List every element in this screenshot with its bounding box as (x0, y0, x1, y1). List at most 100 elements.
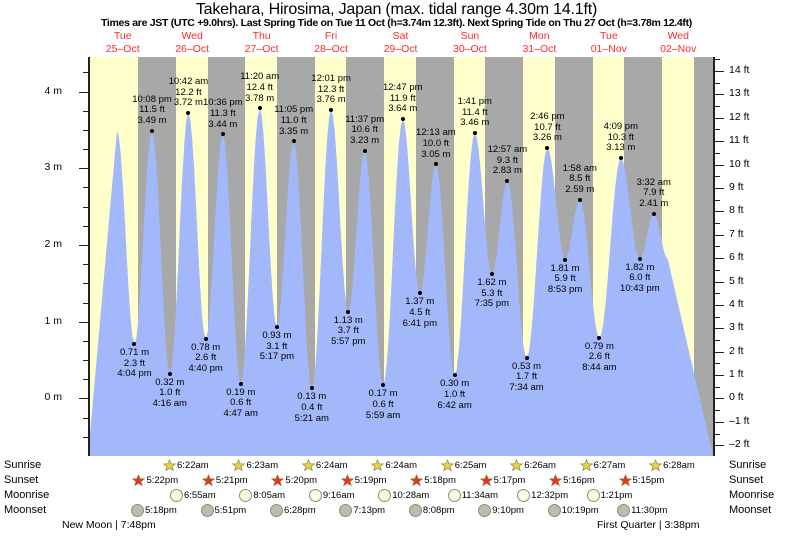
astro-event: 5:21pm (201, 474, 248, 488)
astro-event-time: 6:26am (524, 460, 556, 471)
tide-annotation-high: 11:37 pm 10.6 ft 3.23 m (337, 114, 393, 147)
tide-marker (291, 139, 296, 144)
tide-ann-line-1: 12.3 ft (317, 83, 345, 95)
tide-ann-line-1: 10.7 ft (534, 121, 561, 133)
day-dow: Sun (460, 30, 480, 42)
chart-subtitle: Times are JST (UTC +9.0hrs). Last Spring… (100, 17, 693, 29)
moon-phase-row: New Moon | 7:48pm First Quarter | 3:38pm (0, 519, 793, 539)
tide-ann-line-0: 10:36 pm (203, 97, 243, 109)
tide-marker (150, 128, 155, 133)
axis-tick-minor (715, 293, 720, 295)
tide-ann-line-2: 8:44 am (582, 362, 617, 374)
day-date: 25–Oct (105, 42, 140, 55)
astro-event: 1:21pm (586, 489, 632, 503)
day-dow: Tue (599, 30, 618, 42)
tide-ann-line-1: 2.6 ft (588, 351, 610, 363)
tide-ann-line-2: 3.23 m (350, 134, 380, 146)
tide-ann-line-0: 1.13 m (333, 314, 363, 326)
axis-tick (715, 351, 724, 353)
astro-event: 5:18pm (410, 474, 456, 488)
left-axis-tick-label: 1 m (44, 314, 62, 327)
astro-event-time: 5:20pm (285, 475, 318, 486)
astro-event: 5:18pm (131, 504, 177, 518)
tide-ann-line-2: 2.59 m (565, 183, 595, 195)
day-label-row: Tue 25–Oct Wed 26–Oct Thu 27–Oct Fri 28–Oct Sat 2… (88, 30, 713, 56)
tide-annotation-low: 0.79 m 2.6 ft 8:44 am (571, 341, 627, 374)
tide-ann-line-1: 5.3 ft (481, 287, 503, 299)
tide-marker (329, 107, 334, 112)
tide-ann-line-2: 3.05 m (421, 148, 451, 160)
tide-ann-line-1: 1.0 ft (444, 389, 466, 401)
tide-marker (400, 117, 405, 122)
right-axis-tick-label: 2 ft (729, 344, 744, 357)
astro-event: 6:24am (301, 459, 348, 473)
astro-event-time: 7:13pm (353, 505, 386, 516)
astro-event-time: 5:51pm (214, 505, 247, 516)
tide-ann-line-2: 4:47 am (223, 408, 258, 420)
day-dow: Mon (529, 30, 550, 42)
axis-tick-minor (715, 316, 720, 318)
right-axis-tick-label: 0 ft (729, 391, 744, 404)
tide-ann-line-0: 0.32 m (155, 376, 185, 388)
tide-marker (274, 325, 279, 330)
right-axis-tick-label: 13 ft (729, 87, 750, 100)
tide-ann-line-0: 11:05 pm (274, 104, 314, 116)
astro-event-time: 10:28am (392, 490, 430, 501)
night-band-8 (693, 57, 713, 456)
astro-event: 6:27am (579, 459, 625, 473)
right-axis-tick-label: –2 ft (729, 438, 750, 451)
day-date: 27–Oct (244, 42, 279, 55)
tide-ann-line-2: 3.78 m (245, 92, 275, 104)
astro-row-label-right-moonrise: Moonrise (729, 489, 775, 501)
tide-marker (220, 132, 225, 137)
tide-annotation-low: 0.93 m 3.1 ft 5:17 pm (249, 330, 305, 363)
tide-marker (167, 371, 172, 376)
tide-annotation-low: 0.13 m 0.4 ft 5:21 am (284, 392, 340, 424)
tide-chart-plot: 0.71 m 2.3 ft 4:04 pm 10:08 pm 11.5 ft 3.49 m… (88, 57, 713, 456)
tide-ann-line-2: 8:53 pm (547, 283, 583, 295)
axis-tick (83, 417, 88, 419)
tide-annotation-low: 1.81 m 5.9 ft 8:53 pm (537, 263, 593, 296)
tide-marker (472, 130, 477, 135)
axis-tick (79, 244, 88, 246)
tide-annotation-high: 12:57 am 9.3 ft 2.83 m (479, 145, 535, 177)
moon-phase-0: New Moon | 7:48pm (62, 519, 156, 531)
tide-ann-line-2: 3.26 m (532, 132, 562, 144)
tide-ann-line-2: 3.72 m (173, 97, 203, 109)
left-axis (79, 57, 90, 456)
tide-marker (577, 197, 582, 202)
tide-ann-line-1: 10.3 ft (607, 131, 635, 143)
tide-marker (417, 291, 422, 296)
astro-row-label-moonrise: Moonrise (4, 489, 50, 501)
day-dow: Tue (113, 30, 132, 42)
tide-ann-line-0: 2:46 pm (530, 111, 565, 123)
tide-ann-line-1: 2.6 ft (195, 352, 217, 364)
tide-ann-line-2: 2.83 m (492, 165, 522, 177)
left-axis-tick-label: 3 m (44, 161, 62, 174)
axis-tick-minor (715, 386, 720, 388)
tide-ann-line-1: 11.3 ft (209, 108, 236, 120)
day-label-3: Fri 28–Oct (286, 30, 376, 55)
day-date: 26–Oct (175, 42, 210, 55)
tide-ann-line-0: 0.17 m (368, 388, 398, 400)
tide-ann-line-0: 12:57 am (487, 144, 528, 156)
tide-ann-line-0: 0.13 m (297, 391, 327, 403)
tide-marker (489, 272, 494, 277)
tide-ann-line-2: 3.35 m (279, 125, 309, 137)
tide-marker (545, 146, 550, 151)
tide-ann-line-0: 4:09 pm (603, 121, 638, 133)
astro-event-time: 8:05am (253, 490, 286, 501)
tide-ann-line-0: 10:08 pm (132, 93, 172, 105)
astro-event: 8:05am (239, 489, 285, 503)
axis-tick (715, 141, 724, 143)
tide-ann-line-1: 10.0 ft (422, 138, 450, 150)
day-date: 31–Oct (522, 42, 557, 55)
axis-tick-minor (715, 433, 720, 435)
tide-ann-line-2: 3.76 m (316, 94, 346, 106)
tide-ann-line-1: 11.9 ft (389, 92, 416, 104)
tide-marker (651, 211, 656, 216)
tide-ann-line-2: 10:43 pm (620, 282, 660, 294)
tide-ann-line-2: 5:57 pm (331, 335, 366, 347)
axis-tick (83, 302, 88, 304)
left-axis-tick-label: 0 m (44, 391, 62, 404)
